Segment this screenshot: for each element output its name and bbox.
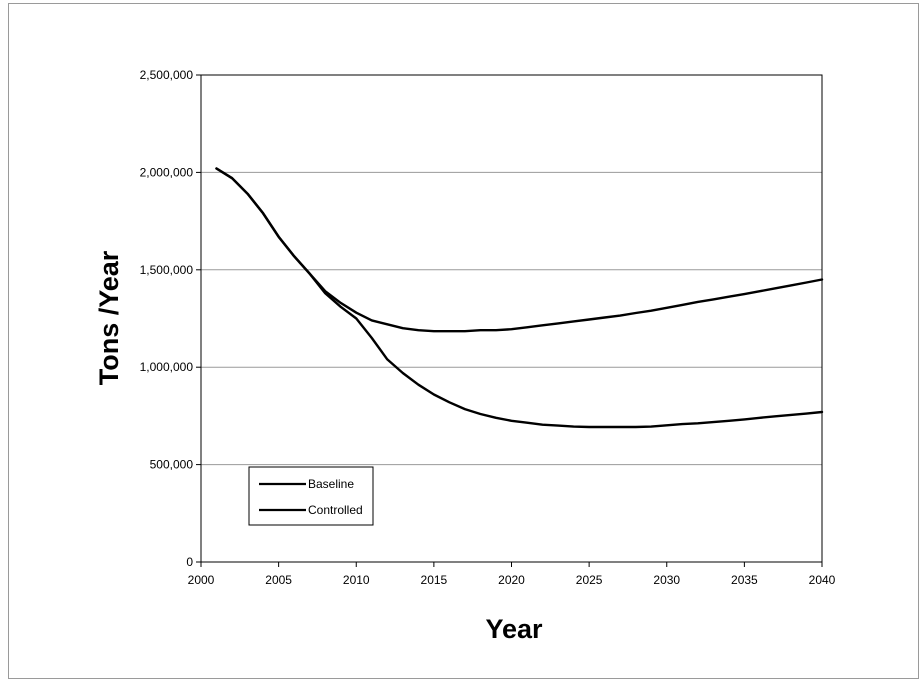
x-tick-label: 2020 xyxy=(498,573,525,587)
x-tick-label: 2010 xyxy=(343,573,370,587)
y-axis-title: Tons /Year xyxy=(94,250,124,385)
x-tick-label: 2030 xyxy=(653,573,680,587)
series-line-controlled xyxy=(215,167,824,429)
y-tick-label: 500,000 xyxy=(150,458,194,472)
series-line-baseline xyxy=(215,167,824,333)
y-tick-label: 2,000,000 xyxy=(140,165,194,179)
legend-box xyxy=(248,466,374,526)
y-tick-label: 1,500,000 xyxy=(140,263,194,277)
x-tick-label: 2025 xyxy=(576,573,603,587)
x-axis-ticks: 2000 2005 2010 2015 2020 2025 2030 2035 2040 xyxy=(188,562,836,587)
y-tick-label: 0 xyxy=(186,555,193,569)
legend-label-controlled: Controlled xyxy=(308,503,363,517)
x-axis-title: Year xyxy=(485,614,543,644)
x-tick-label: 2005 xyxy=(265,573,292,587)
gridlines xyxy=(201,171,822,466)
chart-frame xyxy=(8,3,919,679)
series-lines xyxy=(215,167,824,429)
x-tick-label: 2015 xyxy=(421,573,448,587)
x-tick-label: 2035 xyxy=(731,573,758,587)
y-axis-ticks: 0 500,000 1,000,000 1,500,000 2,000,000 2,500… xyxy=(140,68,201,569)
x-tick-label: 2040 xyxy=(809,573,836,587)
y-tick-label: 1,000,000 xyxy=(140,360,194,374)
legend: Baseline Controlled xyxy=(248,466,374,526)
y-tick-label: 2,500,000 xyxy=(140,68,194,82)
legend-label-baseline: Baseline xyxy=(308,477,354,491)
x-tick-label: 2000 xyxy=(188,573,215,587)
